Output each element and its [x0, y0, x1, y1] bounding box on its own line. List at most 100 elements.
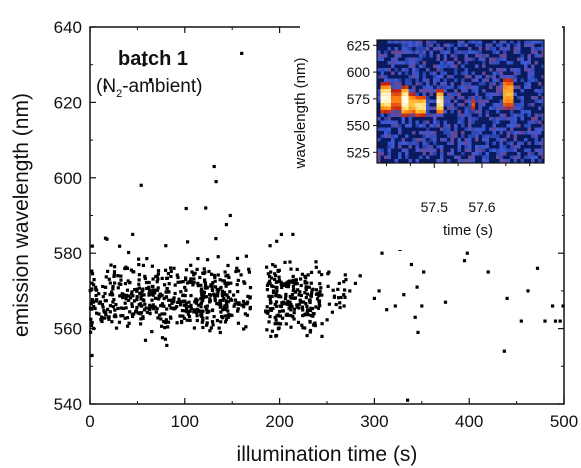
y-tick-label: 580 [54, 244, 82, 263]
heatmap-cell [412, 96, 416, 100]
data-point [291, 284, 295, 288]
heatmap-cell [426, 82, 430, 86]
heatmap-cell [468, 99, 472, 103]
data-point [103, 316, 107, 320]
data-point [172, 307, 176, 311]
data-point [304, 276, 308, 280]
data-point [142, 308, 146, 312]
heatmap-cell [377, 89, 381, 93]
data-point [276, 268, 280, 273]
heatmap-cell [408, 75, 412, 79]
data-point [339, 295, 343, 300]
data-point [137, 263, 141, 267]
heatmap-cell [464, 54, 468, 58]
heatmap-cell [436, 75, 440, 79]
heatmap-cell [447, 61, 451, 65]
data-point [167, 320, 171, 324]
data-point [165, 276, 169, 280]
heatmap-cell [531, 47, 535, 51]
data-point [224, 307, 228, 312]
y-tick-label: 600 [54, 169, 82, 188]
data-point [314, 305, 318, 309]
data-point [553, 319, 558, 323]
data-point [237, 269, 241, 273]
heatmap-cell [443, 57, 447, 61]
data-point [309, 306, 313, 310]
heatmap-cell [440, 113, 444, 117]
heatmap-cell [440, 96, 444, 100]
heatmap-cell [510, 75, 514, 79]
heatmap-cell [503, 50, 507, 54]
data-point [276, 322, 280, 326]
data-point [267, 294, 271, 298]
heatmap-cell [492, 103, 496, 107]
heatmap-cell [398, 96, 402, 100]
heatmap-cell [524, 85, 528, 89]
heatmap-cell [485, 47, 489, 51]
data-point [195, 267, 199, 271]
heatmap-cell [440, 159, 444, 163]
heatmap-cell [513, 159, 517, 163]
heatmap-cell [485, 155, 489, 159]
data-point [90, 353, 94, 358]
heatmap-cell [401, 50, 405, 54]
heatmap-cell [482, 78, 486, 82]
heatmap-cell [433, 124, 437, 128]
data-point [300, 272, 304, 276]
data-point [153, 305, 157, 309]
heatmap-cell [405, 110, 409, 114]
heatmap-cell [450, 82, 454, 86]
data-point [163, 312, 167, 316]
heatmap-cell [513, 134, 517, 138]
heatmap-cell [422, 103, 426, 107]
heatmap-cell [419, 47, 423, 51]
data-point [189, 294, 193, 298]
heatmap-cell [506, 96, 510, 100]
heatmap-cell [405, 92, 409, 96]
data-point [164, 244, 168, 248]
heatmap-cell [527, 141, 531, 145]
data-point [201, 316, 205, 320]
data-point [139, 304, 143, 308]
data-point [268, 297, 272, 301]
data-point [89, 302, 93, 306]
data-point [104, 310, 108, 314]
heatmap-cell [524, 124, 528, 128]
data-point [200, 295, 204, 299]
heatmap-cell [541, 96, 544, 100]
data-point [112, 314, 116, 318]
heatmap-cell [471, 159, 475, 163]
heatmap-cell [422, 54, 426, 58]
heatmap-cell [524, 64, 528, 68]
heatmap-cell [492, 134, 496, 138]
heatmap-cell [426, 127, 430, 131]
heatmap-cell [464, 75, 468, 79]
data-point [214, 180, 218, 184]
heatmap-cell [380, 152, 384, 156]
heatmap-cell [391, 134, 395, 138]
heatmap-cell [450, 64, 454, 68]
heatmap-cell [440, 145, 444, 149]
heatmap-cell [510, 103, 514, 107]
heatmap-cell [496, 138, 500, 142]
data-point [300, 323, 304, 327]
heatmap-cell [436, 89, 440, 93]
data-point [273, 272, 277, 276]
heatmap-cell [440, 127, 444, 131]
heatmap-cell [450, 148, 454, 152]
heatmap-cell [384, 85, 388, 89]
heatmap-cell [527, 152, 531, 156]
heatmap-cell [443, 131, 447, 135]
data-point [295, 267, 299, 271]
heatmap-cell [468, 50, 472, 54]
x-tick-label: 0 [85, 412, 94, 431]
heatmap-cell [503, 47, 507, 51]
heatmap-cell [464, 57, 468, 61]
heatmap-cell [485, 159, 489, 163]
heatmap-cell [415, 47, 419, 51]
heatmap-cell [394, 124, 398, 128]
heatmap-cell [408, 92, 412, 96]
heatmap-cell [468, 159, 472, 163]
heatmap-cell [422, 124, 426, 128]
heatmap-cell [422, 106, 426, 110]
